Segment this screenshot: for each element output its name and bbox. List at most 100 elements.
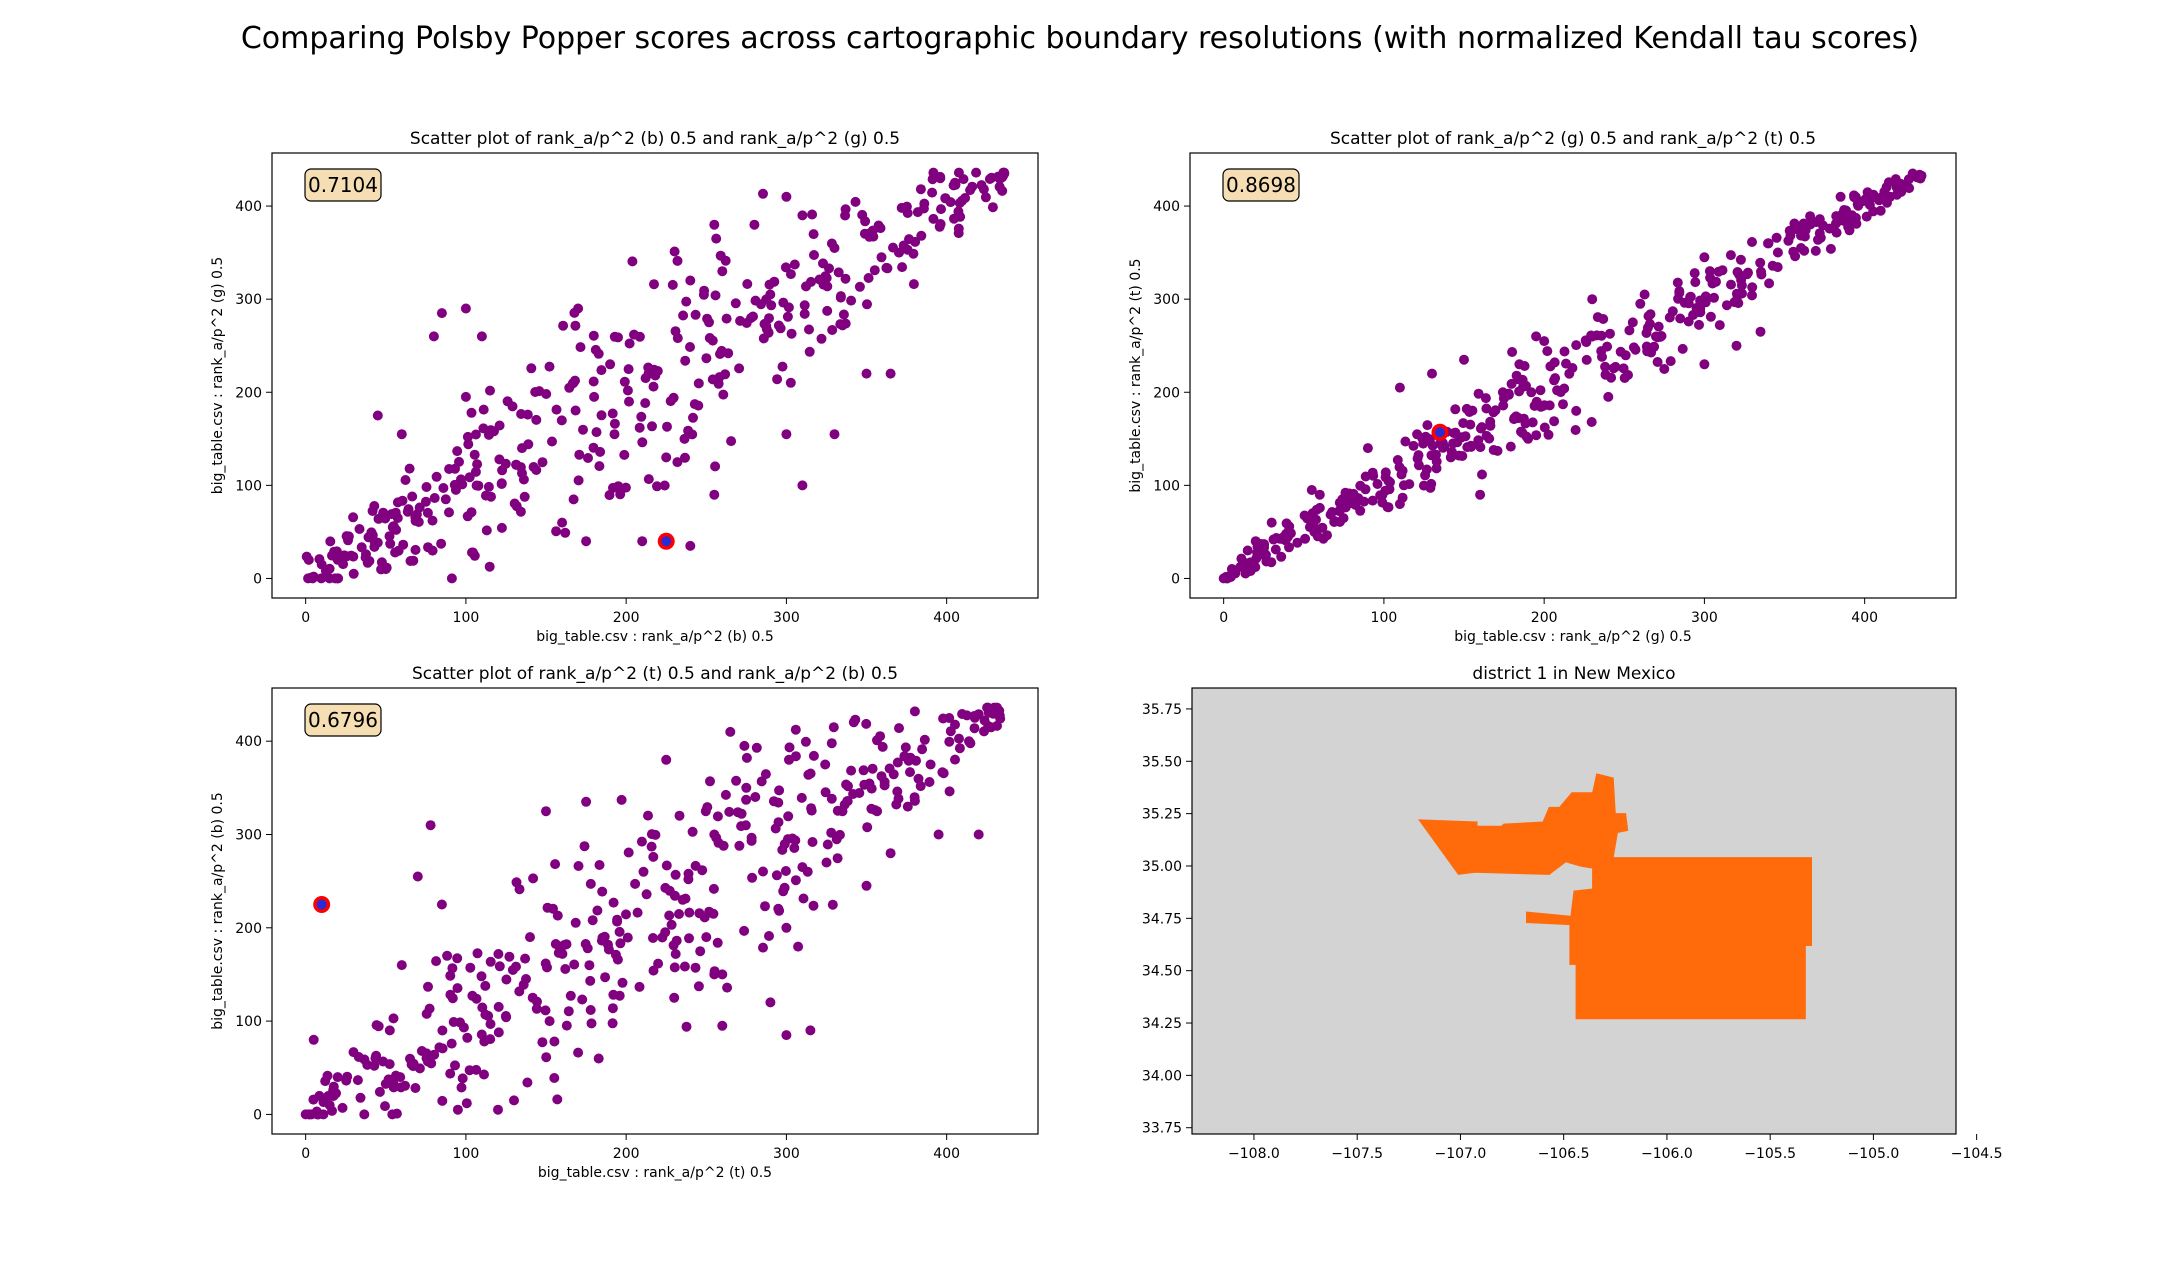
scatter-point	[574, 449, 585, 460]
y-tick-label: 0	[1171, 571, 1180, 587]
kendall-tau-box	[304, 168, 382, 202]
scatter-point	[720, 369, 731, 380]
scatter-point	[689, 399, 700, 410]
scatter-point	[450, 1060, 460, 1071]
scatter-point	[1477, 469, 1487, 480]
scatter-point	[323, 1091, 334, 1101]
scatter-point	[808, 750, 819, 761]
scatter-point	[777, 361, 788, 372]
scatter-point	[493, 1001, 504, 1012]
scatter-point	[872, 735, 882, 746]
scatter-point	[950, 754, 960, 765]
scatter-point	[472, 948, 483, 959]
scatter-point	[1348, 488, 1359, 499]
scatter-point	[746, 832, 757, 843]
scatter-point	[1514, 359, 1525, 370]
scatter-point	[1771, 232, 1782, 243]
scatter-point	[594, 461, 605, 472]
scatter-point	[1835, 191, 1846, 202]
scatter-point	[994, 705, 1005, 716]
scatter-point	[1726, 279, 1736, 290]
scatter-point	[841, 779, 852, 790]
scatter-point	[1628, 342, 1639, 353]
scatter-point	[496, 478, 507, 489]
district-map-panel: district 1 in New Mexico −108.0 −107.5 −10…	[1142, 664, 2003, 1162]
scatter-point	[1506, 378, 1517, 389]
scatter-point	[938, 768, 949, 779]
scatter-point	[537, 1037, 548, 1048]
scatter-point	[649, 279, 659, 290]
scatter-point	[761, 294, 772, 305]
scatter-point	[739, 740, 750, 751]
scatter-point	[607, 1018, 618, 1029]
scatter-point	[750, 792, 761, 802]
scatter-point	[861, 718, 872, 729]
scatter-point	[701, 932, 712, 943]
scatter-point	[854, 281, 865, 292]
scatter-point	[781, 429, 792, 440]
scatter-point	[494, 961, 505, 972]
scatter-point	[1275, 533, 1286, 544]
scatter-point	[948, 180, 959, 191]
scatter-point	[1890, 174, 1901, 185]
scatter-point	[902, 208, 913, 218]
axes-frame	[271, 687, 1039, 1135]
scatter-point	[348, 551, 359, 562]
scatter-panel-g-vs-t: Scatter plot of rank_a/p^2 (g) 0.5 and r…	[1128, 129, 1957, 645]
scatter-point	[436, 308, 447, 319]
scatter-point	[1849, 192, 1860, 203]
scatter-point	[1306, 485, 1317, 495]
scatter-point	[690, 962, 701, 973]
scatter-point	[613, 332, 623, 343]
scatter-point	[701, 353, 712, 364]
scatter-point	[389, 1081, 400, 1092]
scatter-point	[1652, 357, 1663, 367]
scatter-point	[1549, 416, 1560, 427]
scatter-panel-b-vs-g: Scatter plot of rank_a/p^2 (b) 0.5 and r…	[210, 129, 1039, 645]
scatter-point	[780, 866, 791, 876]
scatter-point	[773, 320, 784, 331]
scatter-point	[429, 1049, 440, 1060]
scatter-point	[688, 412, 698, 423]
scatter-point	[597, 886, 608, 897]
scatter-point	[570, 405, 581, 416]
scatter-point	[779, 839, 790, 850]
scatter-point	[1677, 343, 1688, 354]
scatter-point	[785, 377, 796, 388]
y-tick-label: 35.00	[1142, 859, 1182, 875]
scatter-point	[481, 525, 492, 536]
scatter-point	[330, 573, 341, 584]
scatter-point	[677, 894, 688, 905]
axes-frame	[1191, 687, 1957, 1135]
scatter-point	[636, 836, 647, 847]
scatter-point	[732, 807, 743, 818]
highlight-point	[1434, 427, 1445, 438]
scatter-point	[1317, 522, 1328, 533]
scatter-point	[1558, 399, 1568, 410]
scatter-point	[741, 782, 752, 793]
scatter-point	[1763, 238, 1773, 249]
scatter-point	[758, 188, 768, 199]
scatter-point	[1422, 420, 1433, 431]
scatter-point	[460, 303, 471, 314]
scatter-point	[337, 1102, 348, 1113]
scatter-point	[456, 1082, 467, 1093]
scatter-point	[983, 721, 994, 731]
scatter-point	[1539, 336, 1550, 347]
scatter-point	[850, 714, 861, 725]
scatter-point	[945, 726, 956, 737]
scatter-point	[1824, 223, 1835, 234]
scatter-point	[348, 512, 359, 523]
scatter-point	[387, 522, 398, 533]
scatter-point	[863, 273, 874, 283]
scatter-point	[808, 229, 819, 240]
scatter-point	[933, 829, 944, 840]
scatter-point	[928, 213, 939, 224]
scatter-point	[861, 368, 872, 379]
scatter-point	[1552, 385, 1563, 396]
scatter-point	[421, 1008, 432, 1019]
scatter-point	[501, 974, 512, 985]
scatter-point	[348, 568, 359, 579]
scatter-point	[637, 536, 648, 547]
